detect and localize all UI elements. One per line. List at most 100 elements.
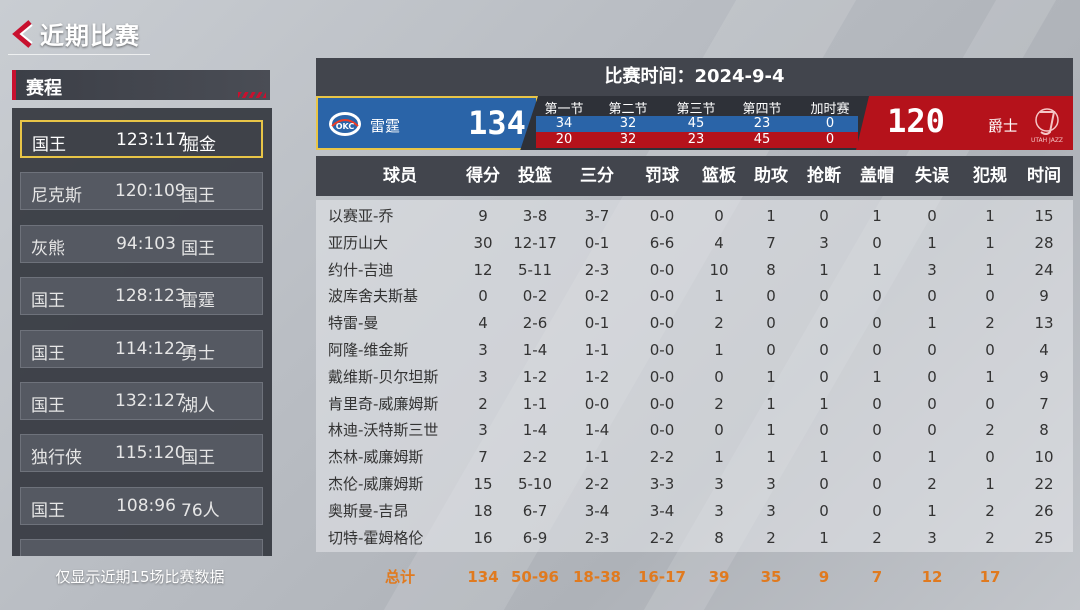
column-header[interactable]: 篮板 bbox=[702, 166, 736, 186]
stat-cell: 0 bbox=[927, 287, 937, 306]
chevron-left-icon bbox=[12, 20, 33, 48]
stat-cell: 1-2 bbox=[584, 367, 610, 386]
stat-cell: 1 bbox=[927, 314, 937, 333]
stat-cell: 8 bbox=[714, 528, 724, 547]
player-name: 阿隆-维金斯 bbox=[328, 341, 409, 359]
column-header[interactable]: 抢断 bbox=[807, 166, 841, 186]
column-header[interactable]: 犯规 bbox=[973, 166, 1007, 186]
stat-cell: 1 bbox=[819, 260, 829, 279]
table-row[interactable]: 亚历山大 30 12-17 0-1 6-6 4 7 3 0 1 1 28 bbox=[316, 230, 1073, 256]
column-header[interactable]: 失误 bbox=[915, 166, 949, 186]
table-row[interactable]: 波库舍夫斯基 0 0-2 0-2 0-0 1 0 0 0 0 0 9 bbox=[316, 283, 1073, 309]
stat-cell: 0 bbox=[872, 233, 882, 252]
table-row[interactable]: 切特-霍姆格伦 16 6-9 2-3 2-2 8 2 1 2 3 2 25 bbox=[316, 525, 1073, 551]
stat-cell: 0 bbox=[927, 341, 937, 359]
column-header[interactable]: 助攻 bbox=[754, 166, 788, 186]
game-score: 120:109 bbox=[115, 181, 186, 202]
schedule-list[interactable]: 国王 123:117 掘金 尼克斯 120:109 国王灰熊 94:103 国王国王 128:1… bbox=[12, 108, 272, 556]
away-team-name: 爵士 bbox=[988, 117, 1019, 135]
stat-cell: 0 bbox=[819, 421, 829, 440]
stat-cell: 3-3 bbox=[649, 475, 675, 493]
stat-cell: 0-1 bbox=[584, 314, 610, 333]
quarter-label: 第二节 bbox=[608, 102, 648, 117]
okc-logo-icon: OKC bbox=[329, 112, 361, 136]
game-score: 94:103 bbox=[116, 233, 176, 254]
stat-cell: 18 bbox=[473, 501, 493, 520]
table-row[interactable]: 戴维斯-贝尔坦斯 3 1-2 1-2 0-0 0 1 0 1 0 1 9 bbox=[316, 364, 1073, 390]
stat-cell: 12 bbox=[473, 260, 493, 279]
stat-cell: 9 bbox=[1039, 367, 1049, 386]
home-quarter-score: 34 bbox=[555, 116, 573, 131]
column-header[interactable]: 球员 bbox=[383, 166, 417, 186]
table-row[interactable]: 以赛亚-乔 9 3-8 3-7 0-0 0 1 0 1 0 1 15 bbox=[316, 203, 1073, 229]
table-row[interactable]: 特雷-曼 4 2-6 0-1 0-0 2 0 0 0 1 2 13 bbox=[316, 310, 1073, 336]
table-row[interactable]: 杰林-威廉姆斯 7 2-2 1-1 2-2 1 1 1 0 1 0 10 bbox=[316, 444, 1073, 470]
stat-cell: 3 bbox=[714, 475, 724, 493]
back-button[interactable] bbox=[6, 16, 40, 52]
stat-cell: 8 bbox=[1039, 421, 1049, 440]
stat-cell: 2-2 bbox=[522, 448, 548, 467]
game-score: 128:123 bbox=[115, 286, 186, 307]
game-team1: 国王 bbox=[32, 135, 66, 155]
home-team-panel: OKC 雷霆 134 bbox=[316, 96, 538, 150]
column-header[interactable]: 罚球 bbox=[645, 166, 679, 186]
stats-totals: 总计 134 50-96 18-38 16-17 39 35 9 7 12 17 bbox=[316, 562, 1073, 592]
away-quarter-score: 23 bbox=[687, 132, 705, 147]
schedule-footer: 仅显示近期15场比赛数据 bbox=[55, 568, 225, 586]
stat-cell: 0-0 bbox=[649, 341, 675, 359]
game-team1: 独行侠 bbox=[31, 448, 82, 469]
column-header[interactable]: 时间 bbox=[1027, 166, 1061, 186]
player-name: 奥斯曼-吉昂 bbox=[328, 501, 409, 520]
player-name: 杰林-威廉姆斯 bbox=[328, 448, 424, 467]
stat-cell: 2 bbox=[985, 528, 995, 547]
player-name: 以赛亚-乔 bbox=[328, 207, 394, 225]
totals-cell: 16-17 bbox=[638, 568, 686, 586]
quarter-label: 加时赛 bbox=[810, 102, 850, 117]
game-item-partial[interactable] bbox=[20, 539, 263, 556]
game-item[interactable]: 灰熊 94:103 国王 bbox=[20, 224, 263, 263]
game-item[interactable]: 国王 128:123 雷霆 bbox=[20, 277, 263, 316]
schedule-title: 赛程 bbox=[26, 78, 62, 99]
stat-cell: 0-0 bbox=[649, 287, 675, 306]
totals-cell: 12 bbox=[921, 568, 943, 586]
game-item[interactable]: 独行侠 115:120 国王 bbox=[20, 434, 263, 473]
player-name: 波库舍夫斯基 bbox=[328, 287, 419, 306]
table-row[interactable]: 约什-吉迪 12 5-11 2-3 0-0 10 8 1 1 3 1 24 bbox=[316, 257, 1073, 283]
stat-cell: 0 bbox=[872, 448, 882, 467]
stat-cell: 0-0 bbox=[649, 421, 675, 440]
stat-cell: 2 bbox=[766, 528, 776, 547]
table-row[interactable]: 奥斯曼-吉昂 18 6-7 3-4 3-4 3 3 0 0 1 2 26 bbox=[316, 498, 1073, 524]
stat-cell: 1 bbox=[714, 341, 724, 359]
table-row[interactable]: 杰伦-威廉姆斯 15 5-10 2-2 3-3 3 3 0 0 2 1 22 bbox=[316, 471, 1073, 497]
game-item[interactable]: 尼克斯 120:109 国王 bbox=[20, 172, 263, 211]
quarter-label: 第一节 bbox=[544, 102, 584, 117]
game-item[interactable]: 国王 123:117 掘金 bbox=[20, 120, 263, 158]
stat-cell: 0 bbox=[714, 367, 724, 386]
column-header[interactable]: 得分 bbox=[466, 166, 500, 186]
stat-cell: 0-1 bbox=[584, 233, 610, 252]
away-quarter-score: 45 bbox=[753, 132, 771, 147]
stat-cell: 13 bbox=[1034, 314, 1054, 333]
game-item[interactable]: 国王 108:96 76人 bbox=[20, 486, 263, 525]
stat-cell: 2-3 bbox=[584, 528, 610, 547]
table-row[interactable]: 肯里奇-威廉姆斯 2 1-1 0-0 0-0 2 1 1 0 0 0 7 bbox=[316, 391, 1073, 417]
stats-table[interactable]: 以赛亚-乔 9 3-8 3-7 0-0 0 1 0 1 0 1 15 亚历山大 30 12-17 0-1 6-6… bbox=[316, 200, 1073, 552]
column-header[interactable]: 盖帽 bbox=[860, 166, 894, 186]
game-item[interactable]: 国王 114:122 勇士 bbox=[20, 329, 263, 368]
schedule-stripes bbox=[238, 92, 266, 98]
column-header[interactable]: 三分 bbox=[580, 166, 614, 186]
stat-cell: 3 bbox=[478, 367, 488, 386]
stat-cell: 7 bbox=[766, 233, 776, 252]
stat-cell: 0-2 bbox=[584, 287, 610, 306]
stat-cell: 0 bbox=[819, 501, 829, 520]
column-header[interactable]: 投篮 bbox=[518, 166, 552, 186]
game-item[interactable]: 国王 132:127 湖人 bbox=[20, 382, 263, 420]
away-team-panel: 120 爵士 UTAH JAZZ bbox=[856, 96, 1073, 150]
stat-cell: 1-2 bbox=[522, 367, 548, 386]
game-team1: 灰熊 bbox=[31, 238, 65, 259]
stat-cell: 6-9 bbox=[522, 528, 548, 547]
totals-cell: 35 bbox=[760, 568, 782, 586]
stat-cell: 0 bbox=[766, 287, 776, 306]
table-row[interactable]: 阿隆-维金斯 3 1-4 1-1 0-0 1 0 0 0 0 0 4 bbox=[316, 337, 1073, 363]
table-row[interactable]: 林迪-沃特斯三世 3 1-4 1-4 0-0 0 1 0 0 0 2 8 bbox=[316, 417, 1073, 443]
